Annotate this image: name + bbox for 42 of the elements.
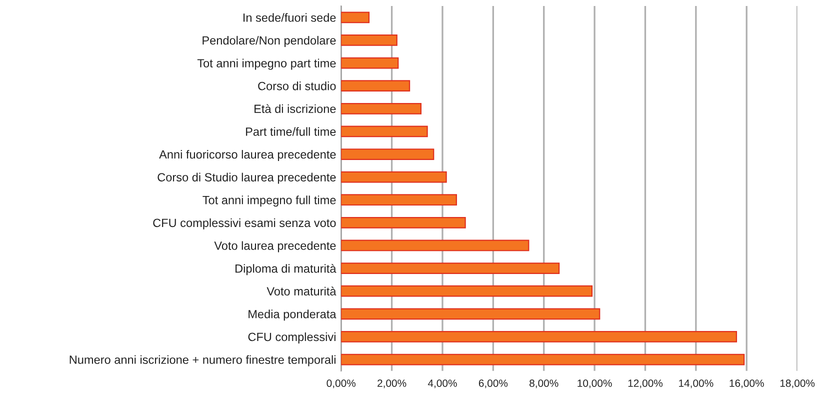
y-tick-label: Pendolare/Non pendolare bbox=[202, 36, 336, 47]
bar bbox=[341, 57, 399, 69]
x-tick-label: 4,00% bbox=[428, 380, 457, 388]
bar bbox=[341, 102, 422, 114]
x-tick-label: 10,00% bbox=[578, 380, 612, 388]
bar bbox=[341, 262, 560, 274]
y-tick-label: Tot anni impegno full time bbox=[202, 196, 336, 207]
bar bbox=[341, 308, 600, 320]
y-tick-label: Età di iscrizione bbox=[254, 104, 336, 114]
y-tick-label: Media ponderata bbox=[248, 310, 336, 321]
bar bbox=[341, 80, 410, 92]
y-tick-label: In sede/fuori sede bbox=[243, 13, 336, 22]
x-tick-label: 6,00% bbox=[478, 380, 508, 388]
bar bbox=[341, 194, 457, 206]
y-tick-label: Tot anni impegno part time bbox=[197, 58, 336, 70]
y-tick-label: Corso di Studio laurea precedente bbox=[158, 172, 336, 184]
x-tick-label: 2,00% bbox=[378, 380, 406, 388]
y-tick-label: Diploma di maturità bbox=[236, 264, 336, 276]
x-tick-label: 0,00% bbox=[326, 380, 356, 388]
bar bbox=[341, 148, 434, 160]
bar bbox=[341, 216, 466, 228]
x-tick-label: 12,00% bbox=[628, 380, 663, 388]
bar bbox=[341, 240, 530, 252]
bar bbox=[341, 285, 593, 297]
y-tick-label: Part time/full time bbox=[246, 127, 336, 136]
y-tick-label: Anni fuoricorso laurea precedente bbox=[159, 150, 336, 161]
bar bbox=[341, 12, 370, 24]
y-tick-label: CFU complessivi bbox=[248, 332, 336, 344]
y-tick-label: Voto laurea precedente bbox=[214, 241, 336, 252]
x-tick-label: 16,00% bbox=[730, 380, 764, 388]
bar bbox=[341, 331, 738, 342]
y-tick-label: Voto maturità bbox=[266, 286, 336, 296]
bar bbox=[341, 171, 447, 183]
bar bbox=[341, 34, 398, 46]
x-tick-label: 8,00% bbox=[530, 380, 558, 388]
x-tick-label: 18,00% bbox=[780, 380, 815, 388]
y-tick-label: Corso di studio bbox=[258, 82, 336, 90]
x-tick-label: 14,00% bbox=[679, 380, 714, 388]
y-tick-label: Numero anni iscrizione + numero finestre temporali bbox=[70, 355, 336, 366]
bar bbox=[341, 354, 745, 366]
y-tick-label: CFU complessivi esami senza voto bbox=[153, 218, 336, 230]
bar bbox=[341, 126, 428, 138]
